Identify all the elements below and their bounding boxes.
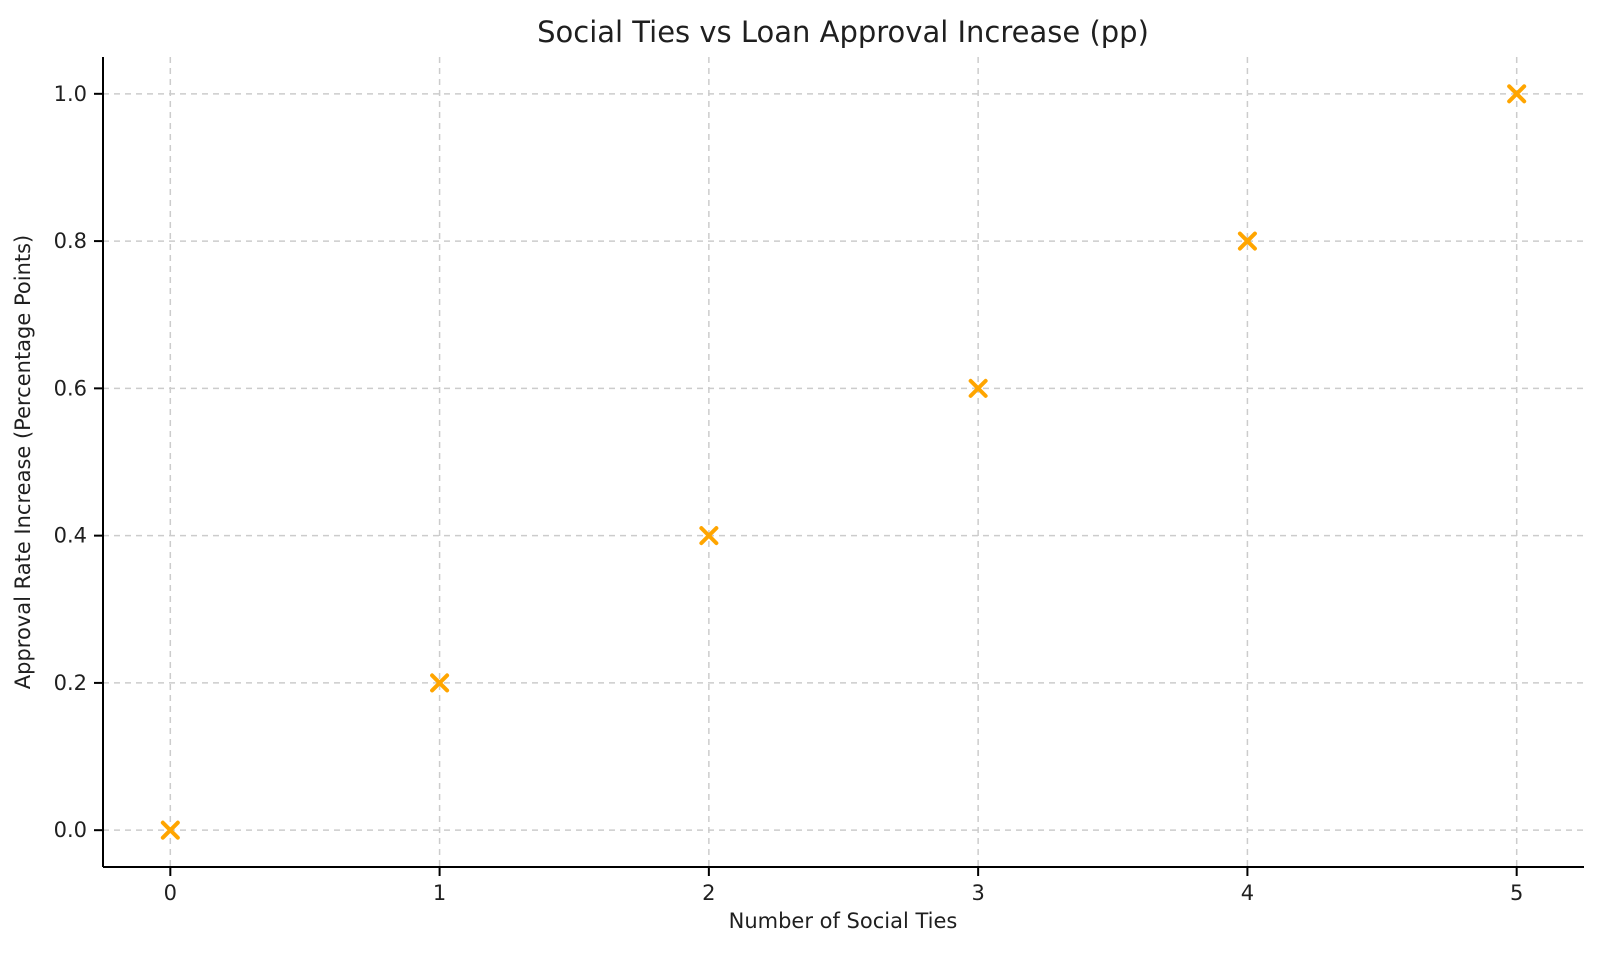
x-tick-label: 3 [971, 881, 984, 905]
y-tick-label: 0.4 [54, 524, 87, 548]
x-tick-label: 4 [1241, 881, 1254, 905]
x-tick-label: 2 [702, 881, 715, 905]
y-axis-label: Approval Rate Increase (Percentage Point… [11, 235, 35, 690]
x-tick-labels: 0 1 2 3 4 5 [164, 881, 1524, 905]
x-tick-label: 1 [433, 881, 446, 905]
chart-title: Social Ties vs Loan Approval Increase (p… [537, 15, 1149, 49]
tick-marks [94, 92, 1518, 876]
axes-spines [102, 57, 1584, 868]
marker-stroke [1237, 231, 1257, 251]
y-tick-label: 0.8 [54, 229, 87, 253]
y-tick-label: 0.2 [54, 671, 87, 695]
data-point-marker [430, 673, 450, 693]
y-tick-label: 0.0 [54, 818, 87, 842]
y-tick-labels: 0.0 0.2 0.4 0.6 0.8 1.0 [54, 82, 87, 842]
x-tick-label: 5 [1510, 881, 1523, 905]
marker-stroke [430, 673, 450, 693]
x-axis-label: Number of Social Ties [729, 909, 958, 933]
y-tick-label: 0.6 [54, 376, 87, 400]
marker-stroke [160, 820, 180, 840]
gridlines [103, 57, 1584, 867]
data-point-marker [699, 526, 719, 546]
marker-stroke [699, 526, 719, 546]
data-point-marker [1237, 231, 1257, 251]
x-tick-label: 0 [164, 881, 177, 905]
data-point-marker [1507, 84, 1527, 104]
marker-stroke [1507, 84, 1527, 104]
data-point-marker [968, 378, 988, 398]
data-points [160, 84, 1527, 840]
marker-stroke [968, 378, 988, 398]
y-tick-label: 1.0 [54, 82, 87, 106]
data-point-marker [160, 820, 180, 840]
